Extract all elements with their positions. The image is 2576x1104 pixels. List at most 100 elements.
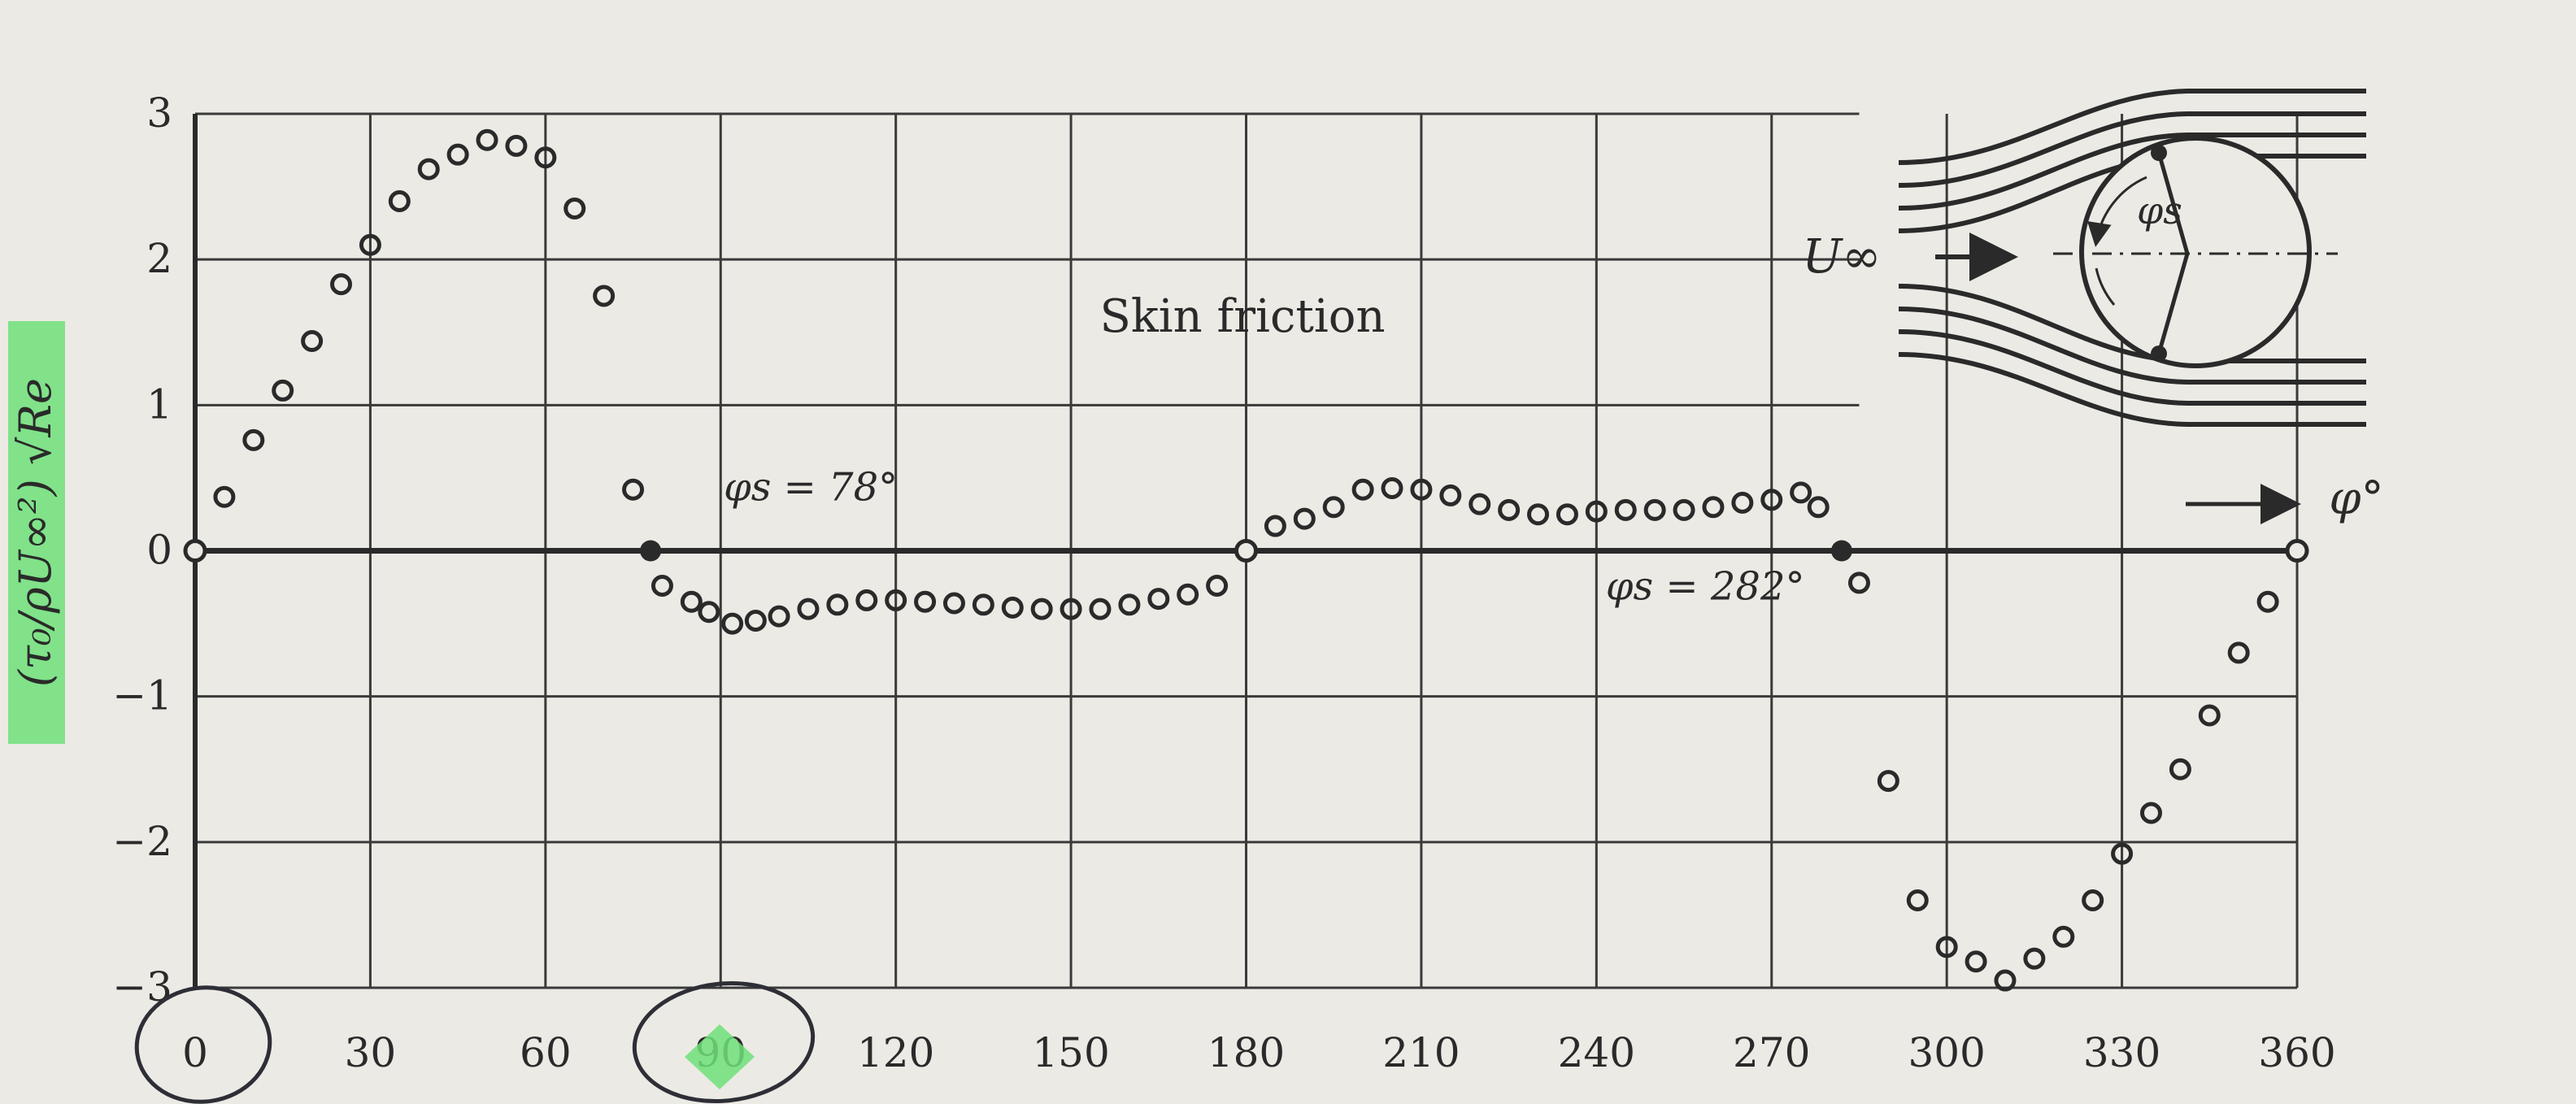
data-point <box>1147 588 1170 611</box>
data-point <box>2023 947 2046 970</box>
data-point <box>1439 484 1462 506</box>
data-point <box>301 330 324 352</box>
data-point <box>1643 498 1666 521</box>
y-axis-label-group: (τ₀/ρU∞²) √Re <box>8 321 65 744</box>
data-point <box>272 379 294 402</box>
data-point <box>1807 496 1830 519</box>
data-point <box>1847 572 1870 594</box>
data-point <box>2052 925 2075 948</box>
y-axis-label-highlight <box>8 321 65 744</box>
data-point <box>1760 489 1783 511</box>
data-point <box>680 590 703 613</box>
data-point <box>2256 590 2279 613</box>
x-axis-label: φ° <box>2329 472 2383 525</box>
separation-annotation: φs = 78° <box>724 465 898 511</box>
data-point <box>1030 598 1053 620</box>
cylinder <box>2079 136 2312 368</box>
y-tick-label: 0 <box>146 527 172 574</box>
radius-lower <box>2156 253 2190 354</box>
data-point <box>330 273 353 296</box>
data-point <box>1994 969 2017 992</box>
data-point <box>2169 758 2191 780</box>
data-point <box>505 134 528 157</box>
separation-marker-lower <box>2151 346 2167 362</box>
x-tick-label: 150 <box>1032 1029 1109 1076</box>
data-point <box>1731 491 1754 514</box>
data-point <box>417 158 440 180</box>
data-point <box>651 575 673 597</box>
data-point <box>768 605 790 628</box>
data-point <box>242 428 265 451</box>
data-point <box>1293 507 1316 530</box>
data-point <box>1322 496 1345 519</box>
angle-arc-lower <box>2095 267 2116 306</box>
y-axis-label: (τ₀/ρU∞²) √Re <box>10 378 61 687</box>
data-point <box>698 601 720 624</box>
data-point <box>1527 503 1550 526</box>
data-point <box>855 589 878 611</box>
x-tick-label: 0 <box>182 1029 208 1076</box>
streamline-bottom-4 <box>1898 352 2366 427</box>
data-point <box>388 190 411 212</box>
data-point <box>1351 478 1374 501</box>
data-point <box>2198 704 2221 727</box>
y-tick-label: 3 <box>146 89 172 137</box>
angle-label: φs <box>2137 189 2182 233</box>
data-point <box>1498 498 1521 521</box>
data-point <box>1177 583 1199 606</box>
free-stream-label: U∞ <box>1802 228 1881 284</box>
x-tick-label: 60 <box>520 1029 572 1076</box>
data-point <box>1673 498 1695 521</box>
data-point <box>1060 598 1082 620</box>
data-point <box>797 598 820 620</box>
annotations: φs = 78° φs = 282° <box>724 465 1804 610</box>
x-tick-label: 210 <box>1382 1029 1460 1076</box>
y-tick-label: −1 <box>112 672 172 719</box>
data-point <box>1935 936 1958 958</box>
x-tick-label: 180 <box>1208 1029 1285 1076</box>
data-point <box>2082 889 2104 911</box>
y-tick-label: −3 <box>112 963 172 1011</box>
separation-annotation: φs = 282° <box>1606 564 1805 610</box>
x-axis-label-group: φ° <box>2186 472 2384 525</box>
cylinder-flow-inset: U∞ φs <box>1802 89 2366 427</box>
data-point <box>1790 481 1812 504</box>
x-tick-label: 270 <box>1733 1029 1810 1076</box>
data-point <box>744 610 767 632</box>
pen-circle-zero <box>134 985 272 1104</box>
data-point <box>1556 503 1578 526</box>
data-point <box>2111 842 2134 865</box>
streamline-bottom-3 <box>1898 329 2366 406</box>
streamline-top-2 <box>1898 111 2366 188</box>
x-tick-label: 240 <box>1558 1029 1635 1076</box>
data-point <box>1585 500 1608 523</box>
y-tick-label: 1 <box>146 380 172 428</box>
x-tick-label: 300 <box>1908 1029 1985 1076</box>
data-point <box>1965 950 1987 973</box>
angle-arc-upper <box>2086 176 2147 247</box>
separation-point <box>640 540 662 562</box>
data-point <box>1906 889 1929 911</box>
data-point <box>1206 575 1229 597</box>
separation-point <box>1830 540 1852 562</box>
data-point <box>1264 515 1286 537</box>
streamline-top-3 <box>1898 133 2366 211</box>
data-point <box>942 592 965 615</box>
streamlines <box>1898 89 2366 427</box>
data-point <box>359 233 381 256</box>
radius-upper <box>2156 152 2190 254</box>
pen-circle-ninety <box>632 980 816 1104</box>
data-point <box>1702 496 1725 519</box>
data-points <box>183 128 2309 992</box>
x-tick-label: 120 <box>857 1029 934 1076</box>
green-highlight-ninety <box>685 1024 755 1089</box>
data-point <box>564 197 586 219</box>
handwritten-marks <box>134 980 816 1104</box>
data-point <box>593 285 616 307</box>
streamline-bottom-2 <box>1898 306 2366 385</box>
data-point <box>213 485 236 508</box>
data-point <box>1614 498 1637 521</box>
data-point <box>972 593 994 616</box>
